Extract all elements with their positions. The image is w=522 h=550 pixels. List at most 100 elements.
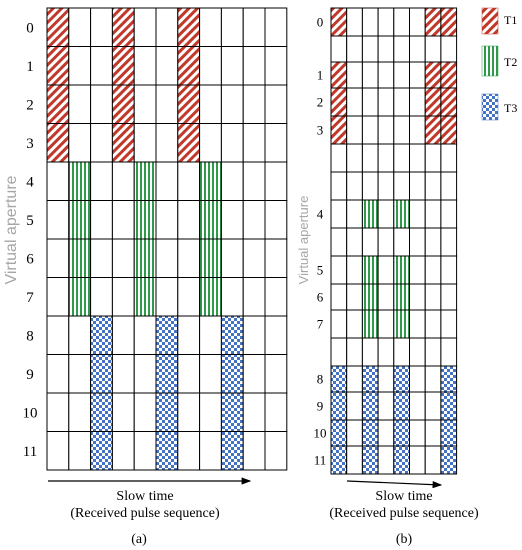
grid-cell (155, 7, 179, 47)
grid-cell (264, 46, 288, 86)
grid-cell-t1 (177, 7, 201, 47)
grid-cell-t3 (155, 354, 179, 394)
row-label: 6 (26, 252, 34, 268)
grid-cell (133, 84, 157, 124)
grid-cell (177, 238, 201, 278)
grid-cell (377, 365, 395, 393)
row-label: 5 (26, 213, 34, 229)
grid-cell-t1 (330, 87, 348, 117)
grid-cell (377, 445, 395, 475)
grid-cell (346, 115, 363, 145)
grid-cell (409, 365, 426, 393)
row-label: 8 (317, 372, 324, 387)
grid-cell (377, 87, 395, 117)
panel-b-x-axis-sublabel: (Received pulse sequence) (329, 506, 479, 521)
row-label: 1 (26, 59, 34, 75)
grid-cell (111, 238, 135, 278)
grid-cell (361, 35, 379, 63)
grid-cell-t2 (393, 309, 410, 339)
grid-cell (199, 123, 222, 163)
grid-cell (111, 392, 135, 432)
grid-cell (199, 431, 222, 471)
grid-cell (242, 277, 266, 317)
grid-cell-t2 (361, 283, 379, 311)
panel-a-x-axis-sublabel: (Received pulse sequence) (70, 506, 220, 521)
grid-cell (177, 431, 201, 471)
grid-cell (155, 161, 179, 201)
grid-cell-t1 (46, 123, 70, 163)
grid-cell (264, 277, 288, 317)
legend-item-t1: T1 (481, 7, 517, 35)
grid-cell (424, 337, 442, 367)
grid-cell (68, 354, 92, 394)
grid-cell (424, 391, 442, 421)
grid-cell (346, 283, 363, 311)
grid-cell (264, 354, 288, 394)
grid-cell (46, 277, 70, 317)
grid-cell (90, 200, 113, 240)
grid-cell-t1 (46, 46, 70, 86)
row-label: 7 (26, 290, 34, 306)
grid-cell (346, 419, 363, 447)
row-label: 3 (317, 123, 324, 138)
grid-cell-t1 (424, 61, 442, 89)
grid-cell (133, 315, 157, 355)
grid-cell (111, 161, 135, 201)
grid-cell-t3 (330, 365, 348, 393)
grid-cell-t2 (68, 277, 92, 317)
grid-cell (90, 161, 113, 201)
grid-cell (409, 143, 426, 173)
grid-cell (68, 431, 92, 471)
grid-cell (424, 143, 442, 173)
grid-cell (264, 431, 288, 471)
panel-b-y-axis-label: Virtual aperture (296, 196, 311, 285)
grid-cell (155, 123, 179, 163)
grid-cell (90, 7, 113, 47)
row-label: 9 (317, 399, 324, 414)
grid-cell (393, 7, 410, 37)
grid-cell-t2 (361, 199, 379, 229)
panel-a-y-axis-label: Virtual aperture (3, 175, 20, 284)
grid-cell-t1 (111, 46, 135, 86)
legend-item-t3: T3 (481, 93, 517, 121)
row-label: 3 (26, 136, 34, 152)
grid-cell-t3 (220, 392, 244, 432)
grid-cell (199, 46, 222, 86)
grid-cell (424, 365, 442, 393)
grid-cell (377, 171, 395, 201)
grid-cell (440, 337, 458, 367)
grid-cell (242, 84, 266, 124)
grid-cell (220, 161, 244, 201)
grid-cell-t3 (440, 391, 458, 421)
legend: T1 T2 T3 (481, 7, 517, 121)
grid-cell (393, 143, 410, 173)
grid-cell-t2 (199, 161, 222, 201)
grid-cell-t1 (330, 61, 348, 89)
grid-cell (46, 392, 70, 432)
grid-cell (220, 238, 244, 278)
row-label: 0 (26, 21, 34, 37)
row-label: 2 (26, 98, 34, 114)
grid-cell (346, 7, 363, 37)
row-label: 1 (317, 68, 324, 83)
grid-cell-t1 (177, 46, 201, 86)
grid-cell (242, 238, 266, 278)
grid-cell (377, 199, 395, 229)
grid-cell (68, 7, 92, 47)
grid-cell (155, 84, 179, 124)
grid-cell (242, 392, 266, 432)
grid-cell (155, 46, 179, 86)
grid-cell (377, 255, 395, 285)
grid-cell-t3 (440, 365, 458, 393)
grid-cell-t1 (440, 115, 458, 145)
grid-cell (346, 255, 363, 285)
grid-cell (330, 171, 348, 201)
grid-cell (220, 123, 244, 163)
grid-cell (242, 123, 266, 163)
grid-cell (264, 161, 288, 201)
grid-cell (111, 277, 135, 317)
grid-cell-t3 (220, 354, 244, 394)
grid-cell-t3 (440, 445, 458, 475)
grid-cell-t3 (361, 419, 379, 447)
grid-cell (330, 255, 348, 285)
